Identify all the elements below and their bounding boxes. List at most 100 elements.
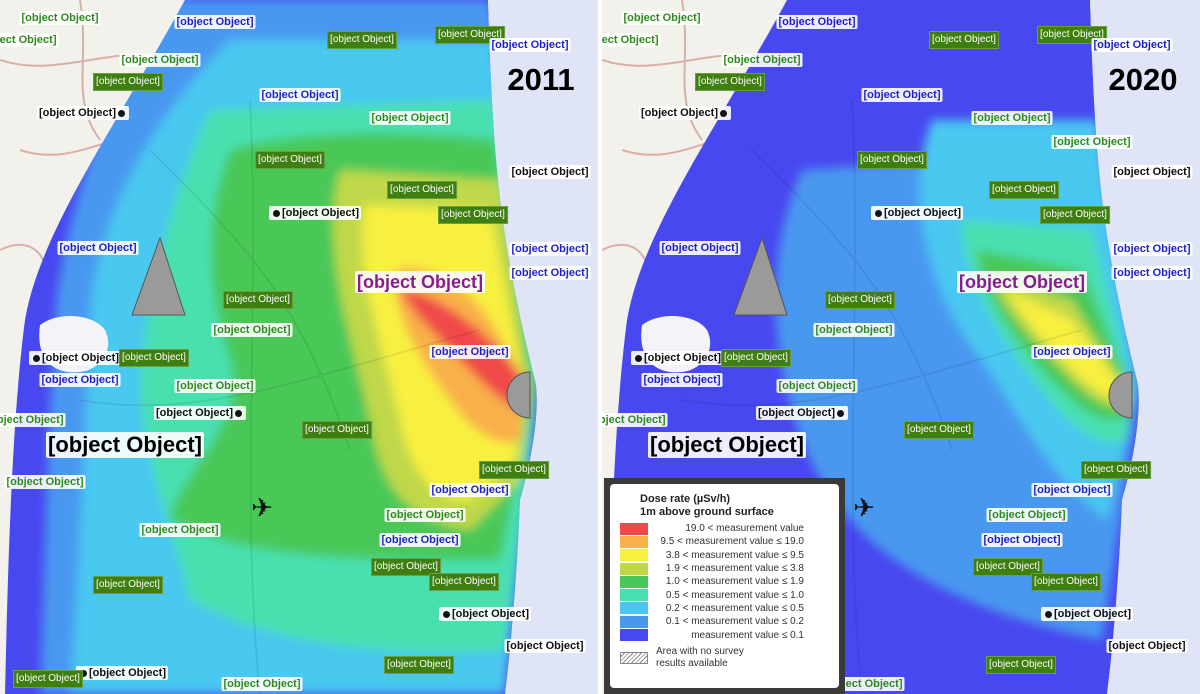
river-label: [object Object] — [57, 241, 139, 255]
rail-label: [object Object] — [621, 11, 703, 25]
label-text: [object Object] — [226, 294, 290, 305]
highway-marker: [object Object] — [904, 421, 974, 439]
airplane-icon: ✈ — [853, 492, 875, 523]
label-text: [object Object] — [390, 184, 454, 195]
label-text: [object Object] — [602, 34, 659, 46]
label-text: [object Object] — [431, 484, 509, 496]
label-text: [object Object] — [511, 243, 589, 255]
river-label: [object Object] — [1111, 242, 1193, 256]
label-text: [object Object] — [778, 16, 856, 28]
highway-marker: [object Object] — [479, 461, 549, 479]
river-label: [object Object] — [1111, 266, 1193, 280]
legend-label: 3.8 < measurement value ≤ 9.5 — [665, 549, 804, 561]
rail-label: [object Object] — [19, 11, 101, 25]
highway-marker: [object Object] — [825, 291, 895, 309]
legend-swatch — [620, 615, 648, 628]
city-label: [object Object] — [153, 406, 247, 420]
label-text: [object Object] — [6, 476, 84, 488]
label-text: [object Object] — [992, 184, 1056, 195]
legend-item: 0.2 < measurement value ≤ 0.5 — [620, 602, 829, 615]
no-survey-label: Area with no survey — [656, 645, 744, 657]
no-survey-area — [131, 236, 186, 316]
cape-label: [object Object] — [509, 165, 591, 179]
dose-zone — [1007, 290, 1126, 399]
legend-swatch — [620, 549, 648, 562]
river-label: [object Object] — [39, 373, 121, 387]
cape-label: [object Object] — [504, 639, 586, 653]
city-dot-icon — [79, 669, 87, 677]
label-text: [object Object] — [1040, 29, 1104, 40]
city-label: [object Object] — [638, 106, 732, 120]
label-text: [object Object] — [16, 673, 80, 684]
label-text: [object Object] — [176, 380, 254, 392]
river-label: [object Object] — [861, 88, 943, 102]
city-dot-icon — [634, 354, 642, 362]
rail-label: [object Object] — [369, 111, 451, 125]
city-label: [object Object] — [36, 106, 130, 120]
city-label: [object Object] — [870, 206, 964, 220]
label-text: [object Object] — [96, 76, 160, 87]
legend-swatch — [620, 522, 648, 535]
label-text: [object Object] — [38, 107, 117, 119]
city-label: [object Object] — [268, 206, 362, 220]
label-text: [object Object] — [176, 16, 254, 28]
label-text: [object Object] — [723, 54, 801, 66]
legend-title: Dose rate (µSv/h) — [640, 493, 731, 505]
region-label: [object Object] — [647, 432, 807, 458]
label-text: [object Object] — [1113, 166, 1191, 178]
legend-label: measurement value ≤ 0.1 — [691, 629, 804, 641]
label-text: [object Object] — [141, 524, 219, 536]
legend-item: 19.0 < measurement value — [620, 522, 829, 535]
label-text: [object Object] — [386, 509, 464, 521]
highway-marker: [object Object] — [387, 181, 457, 199]
label-text: [object Object] — [907, 424, 971, 435]
label-text: [object Object] — [757, 407, 836, 419]
rail-label: [object Object] — [986, 508, 1068, 522]
city-label: [object Object] — [75, 666, 169, 680]
label-text: [object Object] — [59, 242, 137, 254]
legend-item: measurement value ≤ 0.1 — [620, 628, 829, 642]
river-label: [object Object] — [429, 345, 511, 359]
label-text: [object Object] — [511, 166, 589, 178]
rail-label: [object Object] — [602, 413, 668, 427]
label-text: [object Object] — [482, 464, 546, 475]
label-text: [object Object] — [491, 39, 569, 51]
rail-label: [object Object] — [221, 677, 303, 691]
city-label: [object Object] — [630, 351, 724, 365]
label-text: [object Object] — [1084, 464, 1148, 475]
river-label: [object Object] — [1091, 38, 1173, 52]
rail-label: [object Object] — [776, 379, 858, 393]
highway-marker: [object Object] — [384, 656, 454, 674]
label-text: [object Object] — [381, 534, 459, 546]
year-label: 2020 — [1108, 62, 1178, 97]
label-text: [object Object] — [441, 209, 505, 220]
highway-marker: [object Object] — [989, 181, 1059, 199]
label-text: [object Object] — [41, 374, 119, 386]
no-survey-area-coast — [506, 371, 531, 419]
label-text: [object Object] — [21, 12, 99, 24]
label-text: [object Object] — [860, 154, 924, 165]
legend-swatch — [620, 629, 648, 642]
label-text: [object Object] — [387, 659, 451, 670]
legend-label: 9.5 < measurement value ≤ 19.0 — [660, 536, 804, 548]
label-text: [object Object] — [122, 352, 186, 363]
label-text: [object Object] — [602, 414, 666, 426]
label-text: [object Object] — [41, 352, 120, 364]
label-text: [object Object] — [643, 374, 721, 386]
label-text: [object Object] — [863, 89, 941, 101]
river-label: [object Object] — [776, 15, 858, 29]
label-text: [object Object] — [661, 242, 739, 254]
rail-label: [object Object] — [1051, 135, 1133, 149]
rail-label: [object Object] — [174, 379, 256, 393]
legend-swatch — [620, 575, 648, 588]
label-text: [object Object] — [213, 324, 291, 336]
highway-marker: [object Object] — [721, 349, 791, 367]
label-text: [object Object] — [121, 54, 199, 66]
label-text: [object Object] — [976, 561, 1040, 572]
river-label: [object Object] — [1031, 483, 1113, 497]
label-text: [object Object] — [511, 267, 589, 279]
no-survey-label-2: results available — [656, 657, 728, 669]
city-label: [object Object] — [1040, 607, 1134, 621]
river-label: [object Object] — [174, 15, 256, 29]
legend-item: 1.0 < measurement value ≤ 1.9 — [620, 575, 829, 588]
